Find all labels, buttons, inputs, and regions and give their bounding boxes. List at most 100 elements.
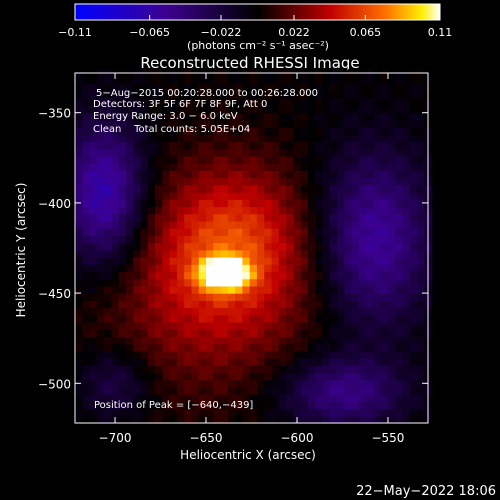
heatmap-cell	[162, 257, 171, 265]
heatmap-cell	[307, 321, 316, 330]
heatmap-cell	[322, 386, 331, 395]
heatmap-cell	[75, 141, 83, 150]
heatmap-cell	[169, 321, 178, 330]
heatmap-cell	[351, 141, 360, 150]
heatmap-cell	[213, 249, 222, 258]
heatmap-cell	[366, 372, 375, 381]
heatmap-cell	[227, 372, 236, 381]
heatmap-cell	[417, 321, 425, 330]
heatmap-cell	[242, 235, 251, 244]
heatmap-cell	[235, 134, 244, 143]
heatmap-cell	[227, 91, 236, 99]
heatmap-cell	[271, 278, 280, 287]
heatmap-cell	[162, 235, 171, 244]
heatmap-cell	[213, 134, 222, 143]
heatmap-cell	[278, 336, 287, 345]
heatmap-cell	[417, 228, 425, 236]
heatmap-cell	[140, 141, 149, 150]
heatmap-cell	[176, 386, 185, 395]
heatmap-cell	[104, 220, 112, 229]
heatmap-cell	[300, 98, 309, 107]
heatmap-cell	[82, 285, 91, 294]
heatmap-cell	[373, 98, 382, 107]
heatmap-cell	[220, 199, 229, 208]
heatmap-cell	[147, 415, 156, 424]
heatmap-cell	[315, 285, 324, 294]
heatmap-cell	[198, 350, 207, 359]
heatmap-cell	[227, 321, 236, 330]
heatmap-cell	[206, 293, 214, 301]
heatmap-cell	[264, 314, 273, 323]
heatmap-cell	[82, 293, 91, 301]
heatmap-cell	[184, 76, 193, 85]
heatmap-cell	[337, 278, 345, 287]
heatmap-cell	[227, 119, 236, 128]
heatmap-cell	[286, 293, 294, 301]
heatmap-cell	[227, 350, 236, 359]
heatmap-cell	[140, 155, 149, 164]
heatmap-cell	[235, 271, 244, 280]
heatmap-cell	[249, 343, 258, 352]
heatmap-cell	[155, 264, 163, 273]
heatmap-cell	[140, 76, 149, 85]
heatmap-cell	[286, 343, 294, 352]
heatmap-cell	[147, 141, 156, 150]
heatmap-cell	[293, 257, 302, 265]
heatmap-cell	[169, 206, 178, 215]
heatmap-cell	[256, 264, 265, 273]
heatmap-cell	[395, 148, 404, 157]
heatmap-cell	[235, 307, 244, 316]
heatmap-cell	[373, 148, 382, 157]
heatmap-cell	[111, 206, 120, 215]
heatmap-cell	[140, 213, 149, 222]
heatmap-cell	[125, 386, 134, 395]
heatmap-cell	[344, 228, 353, 236]
heatmap-cell	[337, 177, 345, 186]
heatmap-cell	[293, 401, 302, 410]
heatmap-cell	[169, 163, 178, 172]
heatmap-cell	[337, 228, 345, 236]
heatmap-cell	[271, 408, 280, 417]
heatmap-cell	[213, 321, 222, 330]
heatmap-cell	[380, 249, 389, 258]
heatmap-cell	[235, 213, 244, 222]
heatmap-cell	[184, 242, 193, 251]
heatmap-cell	[387, 220, 396, 229]
heatmap-cell	[256, 112, 265, 121]
x-axis-ticks: −700 −650 −600 −550	[99, 73, 404, 445]
heatmap-cell	[213, 163, 222, 172]
heatmap-cell	[366, 127, 375, 135]
heatmap-cell	[213, 329, 222, 338]
heatmap-cell	[380, 127, 389, 135]
heatmap-cell	[256, 386, 265, 395]
heatmap-cell	[395, 155, 404, 164]
heatmap-cell	[351, 358, 360, 366]
heatmap-cell	[198, 141, 207, 150]
heatmap-cell	[111, 343, 120, 352]
heatmap-cell	[402, 264, 411, 273]
heatmap-cell	[322, 415, 331, 424]
heatmap-cell	[373, 235, 382, 244]
heatmap-cell	[286, 329, 294, 338]
heatmap-cell	[213, 127, 222, 135]
heatmap-cell	[271, 105, 280, 114]
heatmap-cell	[242, 336, 251, 345]
heatmap-cell	[162, 249, 171, 258]
heatmap-cell	[96, 408, 105, 417]
heatmap-cell	[75, 155, 83, 164]
heatmap-cell	[344, 386, 353, 395]
heatmap-cell	[351, 213, 360, 222]
heatmap-cell	[111, 170, 120, 179]
heatmap-cell	[329, 98, 338, 107]
heatmap-cell	[191, 358, 200, 366]
heatmap-cell	[417, 155, 425, 164]
heatmap-cell	[249, 314, 258, 323]
heatmap-cell	[155, 285, 163, 294]
heatmap-cell	[300, 134, 309, 143]
heatmap-cell	[358, 307, 367, 316]
heatmap-cell	[169, 91, 178, 99]
heatmap-cell	[111, 358, 120, 366]
heatmap-cell	[75, 249, 83, 258]
heatmap-cell	[191, 177, 200, 186]
heatmap-cell	[344, 314, 353, 323]
